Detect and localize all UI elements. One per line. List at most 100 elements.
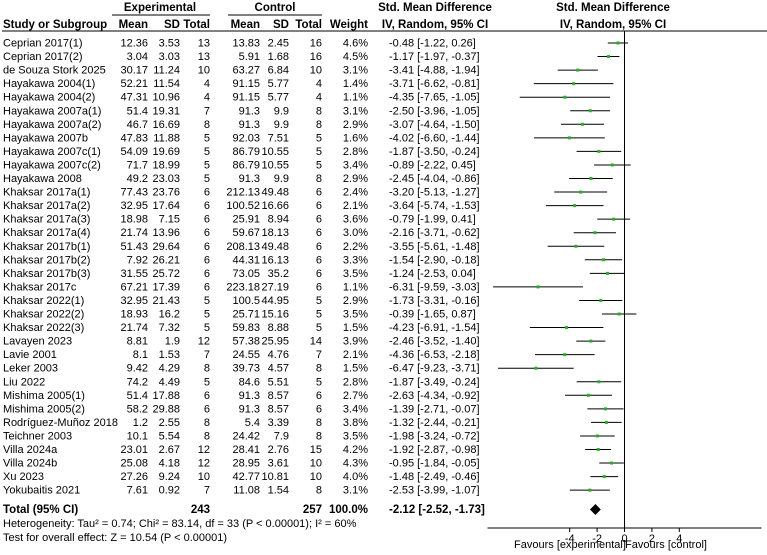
- ctl-mean: 11.08: [233, 485, 260, 497]
- x-tick-label: 4: [676, 533, 682, 545]
- ctl-sd: 16.13: [261, 254, 289, 266]
- table-row: Khaksar 2017b(2) 7.92 26.21 6 44.31 16.13 6 3.3…: [3, 254, 480, 266]
- effect-point: [589, 177, 593, 180]
- smd-ci: -1.32 [-2.44, -0.21]: [389, 417, 480, 429]
- ctl-sd: 8.57: [268, 403, 289, 415]
- study-name: Rodríguez-Muñoz 2018: [3, 417, 118, 429]
- study-name: Khaksar 2022(3): [3, 322, 84, 334]
- effect-point: [563, 353, 567, 357]
- exp-total: 5: [204, 376, 210, 388]
- overall-effect-text: Test for overall effect: Z = 10.54 (P < …: [3, 532, 227, 544]
- exp-sd: 11.24: [153, 65, 180, 77]
- col-plot-method: IV, Random, 95% CI: [560, 19, 666, 31]
- weight: 1.1%: [343, 92, 368, 104]
- exp-total: 6: [204, 227, 210, 239]
- weight: 2.1%: [343, 349, 368, 361]
- study-name: de Souza Stork 2025: [3, 65, 106, 77]
- ctl-mean: 91.3: [239, 173, 260, 185]
- col-study: Study or Subgroup: [3, 19, 107, 31]
- ctl-total: 10: [310, 65, 322, 77]
- exp-mean: 51.43: [120, 241, 148, 253]
- ctl-mean: 13.83: [232, 38, 260, 50]
- study-name: Khaksar 2022(1): [3, 295, 84, 307]
- effect-point: [610, 163, 614, 167]
- ctl-mean: 57.38: [232, 336, 260, 348]
- ctl-mean: 59.83: [232, 322, 260, 334]
- exp-sd: 5.54: [159, 430, 180, 442]
- effect-point: [602, 475, 606, 479]
- ctl-total: 16: [310, 51, 322, 63]
- ctl-total: 8: [316, 173, 322, 185]
- favours-control-label: Favours [control]: [625, 539, 707, 551]
- ctl-total: 8: [316, 119, 322, 131]
- effect-point: [593, 231, 597, 235]
- weight: 2.4%: [343, 187, 368, 199]
- ctl-sd: 4.57: [268, 363, 289, 375]
- ctl-mean: 84.6: [239, 376, 260, 388]
- study-name: Mishima 2005(2): [3, 403, 85, 415]
- table-row: Hayakawa 2004(2) 47.31 10.96 4 91.15 5.77 4 1.1…: [3, 92, 480, 104]
- weight: 2.9%: [343, 295, 368, 307]
- table-row: Leker 2003 9.42 4.29 8 39.73 4.57 8 1.5% -6.47 […: [3, 363, 480, 375]
- ctl-total: 14: [310, 336, 322, 348]
- smd-ci: -4.23 [-6.91, -1.54]: [389, 322, 480, 334]
- exp-mean: 58.2: [127, 403, 148, 415]
- exp-total: 12: [198, 336, 210, 348]
- weight: 3.1%: [343, 105, 368, 117]
- study-name: Hayakawa 2004(2): [3, 92, 95, 104]
- study-name: Liu 2022: [3, 376, 45, 388]
- exp-total: 7: [204, 485, 210, 497]
- table-row: Lavayen 2023 8.81 1.9 12 57.38 25.95 14 3.9% -2.…: [3, 336, 480, 348]
- table-row: Khaksar 2022(3) 21.74 7.32 5 59.83 8.88 5 1.5% -…: [3, 322, 480, 334]
- study-name: Khaksar 2017b(2): [3, 254, 90, 266]
- smd-ci: -0.89 [-2.22, 0.45]: [389, 159, 476, 171]
- exp-sd: 2.55: [159, 417, 180, 429]
- effect-point: [588, 109, 592, 113]
- pooled-diamond: [589, 504, 601, 515]
- weight: 3.9%: [343, 336, 368, 348]
- ctl-mean: 208.13: [226, 241, 260, 253]
- effect-point: [606, 271, 610, 275]
- table-row: Villa 2024b 25.08 4.18 12 28.95 3.61 10 4.3% -0.…: [3, 458, 480, 470]
- ctl-sd: 4.76: [268, 349, 289, 361]
- ctl-sd: 6.84: [268, 65, 289, 77]
- ctl-sd: 35.2: [268, 268, 289, 280]
- exp-total: 10: [198, 471, 210, 483]
- ctl-total: 4: [316, 78, 322, 90]
- col-ci-method: IV, Random, 95% CI: [382, 19, 488, 31]
- ctl-mean: 25.91: [232, 214, 260, 226]
- ctl-sd: 8.94: [268, 214, 289, 226]
- study-name: Hayakawa 2007a(2): [3, 119, 101, 131]
- weight: 2.9%: [343, 119, 368, 131]
- exp-mean: 52.21: [120, 78, 148, 90]
- ctl-mean: 212.13: [226, 187, 260, 199]
- study-name: Hayakawa 2007a(1): [3, 105, 101, 117]
- ctl-total: 5: [316, 146, 322, 158]
- exp-mean: 67.21: [120, 281, 148, 293]
- weight: 2.8%: [343, 376, 368, 388]
- heterogeneity-text: Heterogeneity: Tau² = 0.74; Chi² = 83.14…: [3, 518, 357, 530]
- ctl-mean: 42.77: [232, 471, 260, 483]
- effect-point: [574, 244, 578, 248]
- smd-ci: -1.87 [-3.50, -0.24]: [389, 146, 480, 158]
- exp-total: 13: [198, 38, 210, 50]
- exp-mean: 7.92: [127, 254, 148, 266]
- ctl-mean: 100.52: [226, 200, 260, 212]
- exp-total: 6: [204, 214, 210, 226]
- weight: 4.6%: [343, 38, 368, 50]
- ctl-sd: 15.16: [261, 309, 289, 321]
- smd-ci: -0.79 [-1.99, 0.41]: [389, 214, 476, 226]
- exp-sd: 3.53: [159, 38, 180, 50]
- weight: 3.8%: [343, 417, 368, 429]
- study-rows: Ceprian 2017(1) 12.36 3.53 13 13.83 2.45 16 4.6…: [3, 38, 480, 497]
- exp-sd: 4.29: [159, 363, 180, 375]
- weight: 2.8%: [343, 146, 368, 158]
- weight: 3.5%: [343, 309, 368, 321]
- exp-mean: 1.2: [133, 417, 148, 429]
- effect-point: [586, 393, 590, 397]
- ctl-mean: 91.15: [232, 78, 260, 90]
- ctl-mean: 91.3: [239, 105, 260, 117]
- weight: 2.7%: [343, 390, 368, 402]
- ctl-mean: 223.18: [226, 281, 260, 293]
- exp-sd: 13.96: [152, 227, 180, 239]
